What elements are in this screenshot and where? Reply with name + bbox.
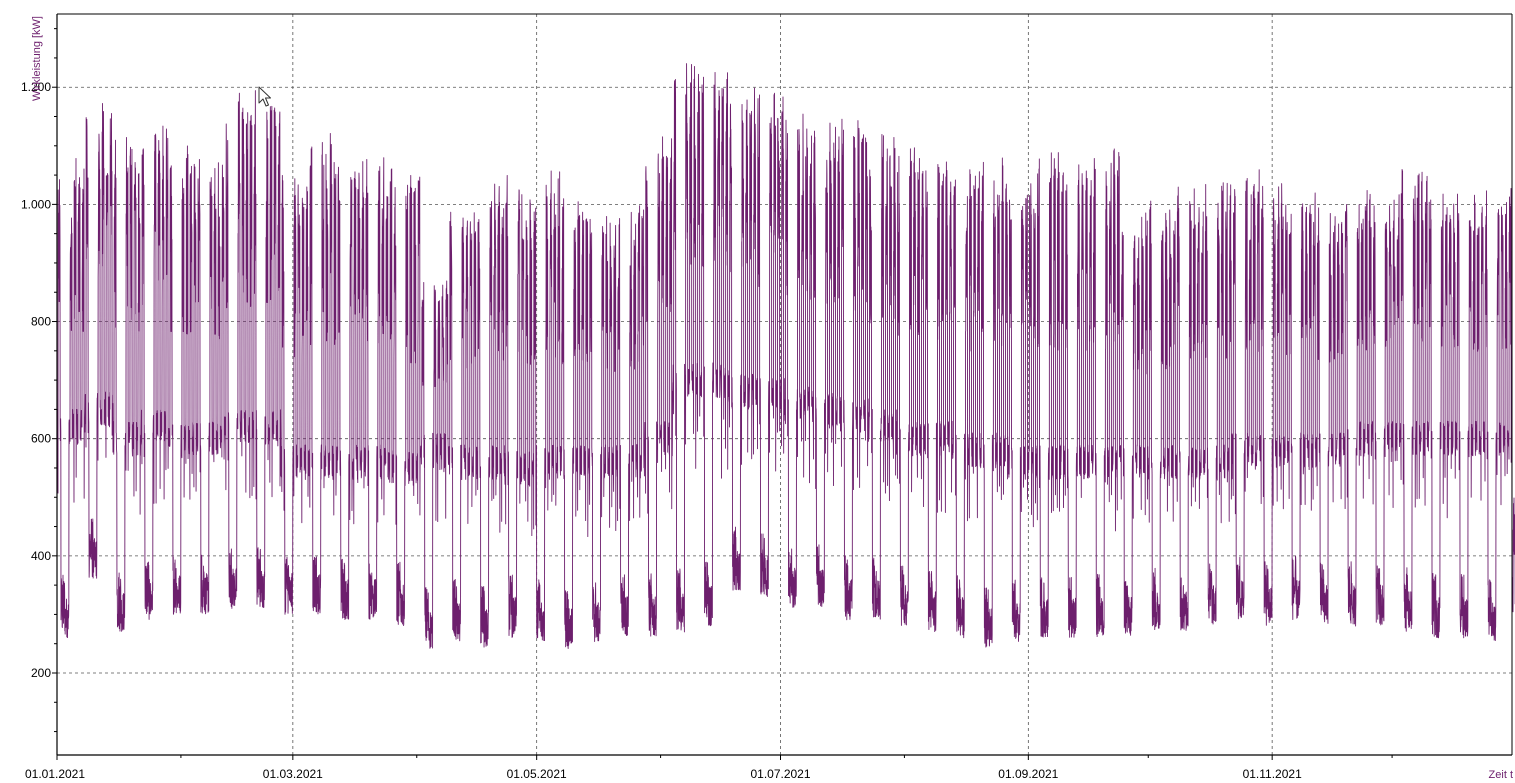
y-tick-label: 200	[31, 666, 51, 680]
y-axis-title: Wirkleistung [kW]	[31, 16, 43, 101]
series-layer	[56, 63, 1515, 649]
y-tick-label: 1.200	[21, 80, 51, 94]
mouse-pointer-icon	[258, 86, 271, 107]
x-tick-label: 01.03.2021	[263, 767, 323, 781]
x-tick-label: 01.01.2021	[25, 767, 85, 781]
y-tick-label: 400	[31, 549, 51, 563]
axes	[52, 13, 1513, 760]
tick-labels: 200 400 600 800 1.000 1.200 01.01.2021 01.03.20…	[21, 80, 1302, 781]
x-axis-title: Zeit t	[1489, 769, 1513, 781]
y-tick-label: 600	[31, 432, 51, 446]
series-line	[56, 63, 1515, 649]
x-tick-label: 01.09.2021	[998, 767, 1058, 781]
x-tick-label: 01.07.2021	[750, 767, 810, 781]
x-tick-label: 01.11.2021	[1243, 767, 1302, 781]
x-tick-label: 01.05.2021	[507, 767, 567, 781]
y-tick-label: 1.000	[21, 197, 51, 211]
y-tick-label: 800	[31, 315, 51, 329]
